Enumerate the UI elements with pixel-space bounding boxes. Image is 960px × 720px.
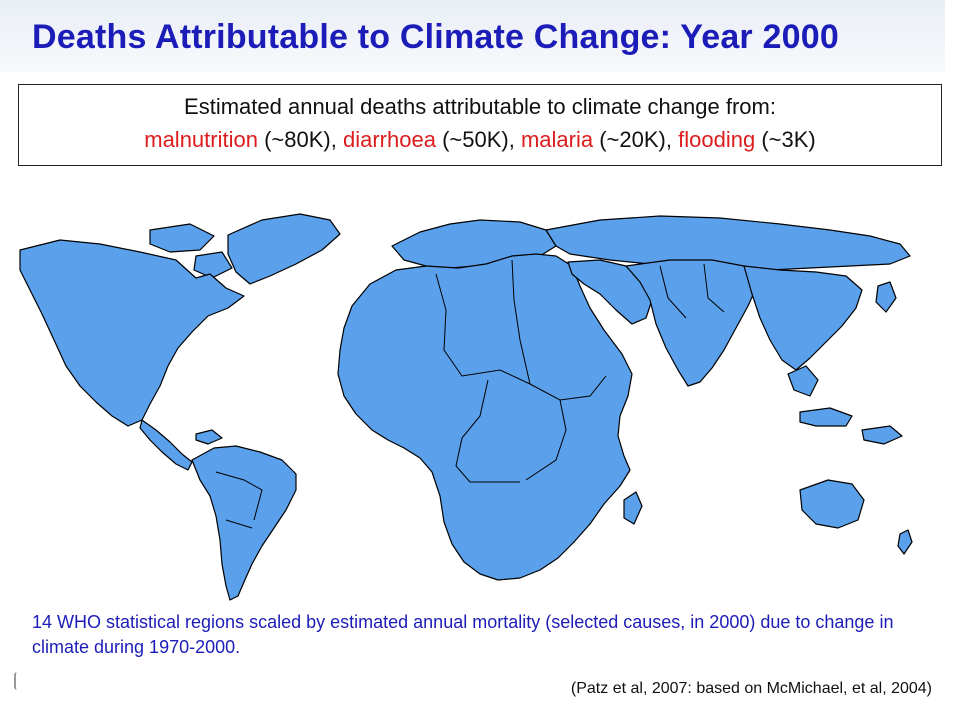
cause-flooding-amount: (~3K)	[761, 127, 816, 152]
region-caribbean	[195, 429, 223, 445]
title-band	[0, 0, 945, 72]
region-east-asia	[743, 265, 863, 371]
region-arctic-islands	[149, 223, 215, 253]
slide-title: Deaths Attributable to Climate Change: Y…	[32, 18, 839, 56]
cause-malnutrition-amount: (~80K)	[264, 127, 331, 152]
cause-malaria: malaria	[520, 127, 594, 152]
region-africa	[337, 253, 633, 581]
region-southeast-asia	[787, 365, 819, 397]
cause-flooding: flooding	[678, 127, 756, 152]
region-south-asia	[625, 259, 759, 387]
cartogram-svg	[19, 213, 913, 601]
region-north-america	[19, 239, 245, 427]
cause-diarrhoea: diarrhoea	[342, 127, 436, 152]
edge-mark	[14, 672, 19, 690]
region-russia	[545, 215, 911, 271]
border-south-asia	[659, 263, 725, 319]
cause-malaria-amount: (~20K)	[599, 127, 666, 152]
cause-malnutrition: malnutrition	[144, 127, 258, 152]
map-caption: 14 WHO statistical regions scaled by est…	[32, 612, 894, 657]
region-australia	[799, 479, 865, 529]
region-japan	[875, 281, 897, 313]
cause-diarrhoea-amount: (~50K)	[442, 127, 509, 152]
region-arctic-islands-2	[193, 251, 233, 279]
border-south-america	[215, 471, 263, 529]
region-central-america	[139, 419, 193, 471]
region-madagascar	[623, 491, 643, 525]
region-south-america	[191, 445, 297, 601]
region-papua	[861, 425, 903, 445]
region-greenland	[227, 213, 341, 285]
summary-box: Estimated annual deaths attributable to …	[18, 84, 942, 166]
summary-intro: Estimated annual deaths attributable to …	[184, 94, 776, 119]
region-indonesia	[799, 407, 853, 427]
citation: (Patz et al, 2007: based on McMichael, e…	[570, 680, 932, 697]
region-middle-east	[567, 259, 653, 325]
region-new-zealand	[897, 529, 913, 555]
summary-causes: malnutrition (~80K), diarrhoea (~50K), m…	[144, 127, 816, 152]
border-africa	[435, 259, 607, 483]
cartogram-map	[0, 190, 960, 610]
